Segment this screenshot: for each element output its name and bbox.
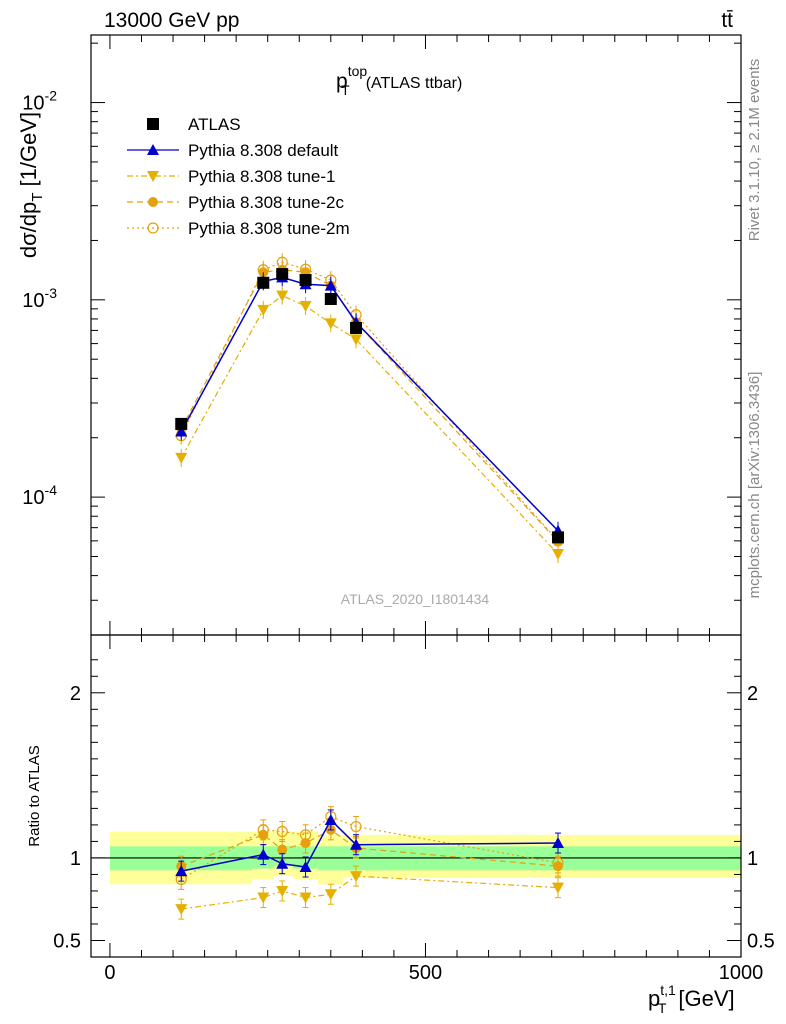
data-point xyxy=(257,276,270,289)
ratio-series-pythia-8-308-tune-1 xyxy=(175,865,564,920)
data-point xyxy=(299,274,312,287)
x-tick-label: 1000 xyxy=(719,962,764,984)
ratio-data-point xyxy=(324,889,337,901)
data-point xyxy=(175,425,188,437)
data-point xyxy=(175,417,188,430)
ratio-y-tick-label-right: 2 xyxy=(747,683,758,705)
data-point xyxy=(175,452,188,464)
watermark-label: ATLAS_2020_I1801434 xyxy=(341,591,490,607)
series-atlas xyxy=(175,268,564,544)
ratio-y-tick-label: 0.5 xyxy=(53,930,81,952)
x-axis-label: pt,1 T [GeV] xyxy=(648,982,735,1016)
y-tick-label: 10-2 xyxy=(22,88,57,115)
data-point xyxy=(551,548,564,560)
data-point xyxy=(258,267,269,278)
ratio-y-axis-label: Ratio to ATLAS xyxy=(26,745,43,846)
y-tick-label: 10-3 xyxy=(22,285,57,312)
legend-marker xyxy=(147,171,159,182)
ratio-data-point xyxy=(324,813,337,825)
ratio-data-point xyxy=(277,844,288,855)
ratio-data-point xyxy=(551,882,564,894)
data-point xyxy=(324,279,337,291)
main-y-axis-label: dσ/dpT [1/GeV] xyxy=(16,112,46,258)
legend-marker xyxy=(148,197,158,207)
series-pythia-8-308-tune-1 xyxy=(175,286,564,563)
x-tick-label: 500 xyxy=(409,962,442,984)
ratio-data-point xyxy=(257,892,270,904)
data-point xyxy=(257,304,270,316)
ratio-data-point xyxy=(350,838,363,850)
ratio-data-point xyxy=(552,861,563,872)
ratio-data-point xyxy=(257,848,270,860)
ratio-y-tick-label: 1 xyxy=(70,848,81,870)
legend-entry: Pythia 8.308 tune-2m xyxy=(188,219,350,238)
ratio-data-point xyxy=(551,837,564,849)
series-pythia-8-308-default xyxy=(175,268,564,540)
data-point xyxy=(276,290,289,302)
ratio-data-point xyxy=(175,865,188,877)
series-line xyxy=(180,276,559,532)
mcplots-label: mcplots.cern.ch [arXiv:1306.3436] xyxy=(746,372,763,599)
ratio-series-pythia-8-308-default xyxy=(175,809,564,882)
legend-marker xyxy=(147,222,159,234)
y-tick-label: 10-4 xyxy=(22,482,57,509)
plot-title: ptop T (ATLAS ttbar) xyxy=(336,63,462,98)
data-point xyxy=(324,318,337,330)
ratio-data-point xyxy=(276,825,288,838)
series-pythia-8-308-tune-2c xyxy=(176,260,563,551)
series-line xyxy=(180,294,559,555)
ratio-data-point xyxy=(175,904,188,916)
ratio-data-point xyxy=(276,885,289,897)
legend-entry: ATLAS xyxy=(188,115,241,134)
data-point xyxy=(350,334,363,346)
ratio-data-point xyxy=(276,857,289,869)
x-tick-label: 0 xyxy=(104,962,115,984)
data-point xyxy=(276,268,289,281)
series-line xyxy=(180,261,559,542)
ratio-data-point xyxy=(258,829,269,840)
data-point xyxy=(350,321,363,334)
rivet-version-label: Rivet 3.1.10, ≥ 2.1M events xyxy=(746,59,763,242)
ratio-data-point xyxy=(350,871,363,883)
legend-entry: Pythia 8.308 tune-1 xyxy=(188,167,335,186)
series-line xyxy=(180,269,559,542)
ratio-data-point xyxy=(299,892,312,904)
ratio-data-point xyxy=(300,838,311,849)
ratio-data-point xyxy=(299,861,312,873)
ratio-y-tick-label-right: 1 xyxy=(747,848,758,870)
ratio-plot-frame xyxy=(90,634,742,958)
legend-entry: Pythia 8.308 default xyxy=(188,141,339,160)
legend-marker xyxy=(147,118,159,130)
header-process-label: tt̄ xyxy=(721,9,733,32)
legend-entry: Pythia 8.308 tune-2c xyxy=(188,193,344,212)
legend: ATLAS Pythia 8.308 default Pythia 8.308 tu… xyxy=(127,115,350,238)
data-point xyxy=(324,292,337,305)
ratio-data-point xyxy=(350,820,362,833)
header-energy-label: 13000 GeV pp xyxy=(104,9,239,32)
data-point xyxy=(299,301,312,313)
series-pythia-8-308-tune-2m xyxy=(175,253,564,550)
data-point xyxy=(551,531,564,544)
legend-marker xyxy=(147,144,159,155)
ratio-y-tick-label-right: 0.5 xyxy=(747,930,775,952)
ratio-y-tick-label: 2 xyxy=(70,683,81,705)
